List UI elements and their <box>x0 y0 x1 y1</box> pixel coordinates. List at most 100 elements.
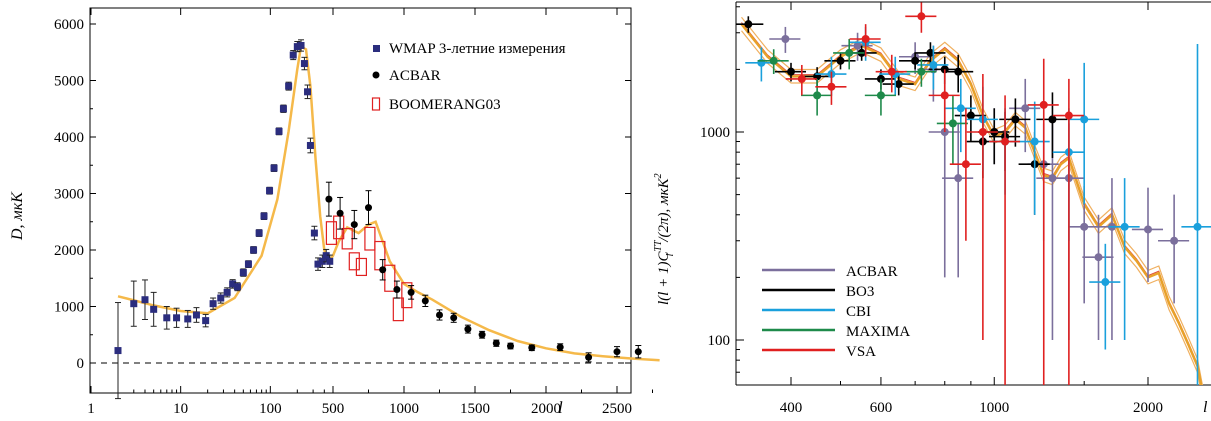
bo3-point <box>1048 115 1057 124</box>
left-y-axis-label: D, мкК <box>9 191 26 241</box>
left-plot-frame <box>89 7 632 394</box>
y-tick-label: 2000 <box>54 243 84 259</box>
model-band-line <box>740 23 1203 385</box>
bo3-point <box>836 56 845 65</box>
cbi-point <box>956 104 965 113</box>
acbar-point <box>1021 104 1030 113</box>
y-tick-label: 4000 <box>54 130 84 146</box>
wmap-point <box>130 300 138 308</box>
legend-marker-boomerang <box>371 97 381 111</box>
right-y-axis-label: l(l + 1)CTTl /(2π), мкК2 <box>653 173 676 305</box>
wmap-point <box>314 260 322 268</box>
acbar-point <box>393 286 401 294</box>
acbar-point <box>507 342 514 350</box>
acbar-point <box>781 34 790 43</box>
acbar-point <box>407 288 415 296</box>
wmap-point <box>163 314 171 322</box>
acbar-point <box>1048 174 1057 183</box>
acbar-point <box>436 311 443 319</box>
wmap-point <box>223 288 231 296</box>
vsa-point <box>961 160 970 169</box>
model-curve-line <box>117 44 660 362</box>
x-tick-label: 500 <box>322 401 345 417</box>
right-ylabel-tail-sup: 2 <box>653 173 664 178</box>
acbar-point <box>1080 222 1089 231</box>
bo3-point <box>954 67 963 76</box>
wmap-point <box>289 51 297 59</box>
left-axes: 0 1000 2000 3000 4000 5000 6000 1 10 100 500 1000 15… <box>54 8 653 417</box>
vsa-point <box>1064 111 1073 120</box>
acbar-point <box>336 209 344 217</box>
boomerang-box <box>348 252 360 271</box>
model-band-line <box>741 22 1202 385</box>
acbar-point <box>379 266 387 274</box>
wmap-point <box>326 257 334 265</box>
wmap-point <box>266 187 274 195</box>
right-ylabel-main: l(l + 1)C <box>656 251 672 305</box>
wmap-point <box>192 311 200 319</box>
wmap-point <box>244 260 252 268</box>
vsa-point <box>1039 100 1048 109</box>
bo3-point <box>787 67 795 76</box>
x-tick-label: 2000 <box>531 401 561 417</box>
vsa-point <box>917 12 926 21</box>
x-axis-label: l <box>1203 399 1208 416</box>
wmap-point <box>255 229 263 237</box>
wmap-point <box>270 164 278 172</box>
y-tick-label: 6000 <box>54 17 84 33</box>
wmap-point <box>297 41 305 49</box>
wmap-point <box>233 283 241 291</box>
cbi-point <box>1193 222 1202 231</box>
wmap-point <box>202 317 210 325</box>
legend-marker-acbar <box>372 71 380 79</box>
acbar-point <box>464 325 472 333</box>
vsa-point <box>887 67 896 76</box>
wmap-point <box>300 60 308 68</box>
acbar-point <box>1094 253 1103 262</box>
legend-marker-wmap <box>373 45 380 52</box>
acbar-point <box>325 195 333 203</box>
legend-label-acbar: ACBAR <box>389 68 441 84</box>
cbi-point <box>1120 222 1129 231</box>
legend-label-bo3: BO3 <box>846 284 874 300</box>
x-tick-label: 2500 <box>602 401 632 417</box>
wmap-point <box>184 315 192 323</box>
x-tick-label: 10 <box>173 401 188 417</box>
x-tick-label: 1000 <box>389 401 419 417</box>
wmap-point <box>209 300 217 308</box>
bo3-point <box>911 56 920 65</box>
bo3-point <box>744 20 753 29</box>
maxima-point <box>917 67 926 76</box>
legend-label-maxima: MAXIMA <box>846 324 910 340</box>
left-model-curve <box>117 44 660 362</box>
acbar-point <box>634 348 642 356</box>
legend-label-cbi: CBI <box>846 304 871 320</box>
wmap-point <box>114 347 122 355</box>
y-tick-label: 5000 <box>54 74 84 90</box>
wmap-point <box>306 141 314 149</box>
bo3-point <box>926 48 935 57</box>
x-tick-label: 400 <box>780 400 803 416</box>
maxima-point <box>845 48 854 57</box>
cbi-point <box>1101 278 1110 287</box>
left-chart: 0 1000 2000 3000 4000 5000 6000 1 10 100 500 1000 15… <box>9 7 660 417</box>
boomerang-box <box>325 221 338 245</box>
y-tick-label: 1000 <box>700 125 730 141</box>
acbar-point <box>350 221 358 229</box>
maxima-point <box>813 91 822 100</box>
maxima-point <box>769 56 778 65</box>
acbar-point <box>853 41 862 50</box>
boomerang-box <box>355 257 367 277</box>
vsa-point <box>940 91 949 100</box>
wmap-point <box>173 314 181 322</box>
wmap-point <box>310 229 318 237</box>
right-ylabel-sub: l <box>665 253 676 256</box>
acbar-point <box>1144 225 1152 234</box>
acbar-point <box>1170 236 1179 245</box>
x-tick-label: 1 <box>87 401 95 417</box>
x-tick-label: 100 <box>259 401 282 417</box>
left-legend: WMAP 3-летние измерения ACBAR BOOMERANG0… <box>371 41 566 113</box>
wmap-point <box>141 296 149 304</box>
